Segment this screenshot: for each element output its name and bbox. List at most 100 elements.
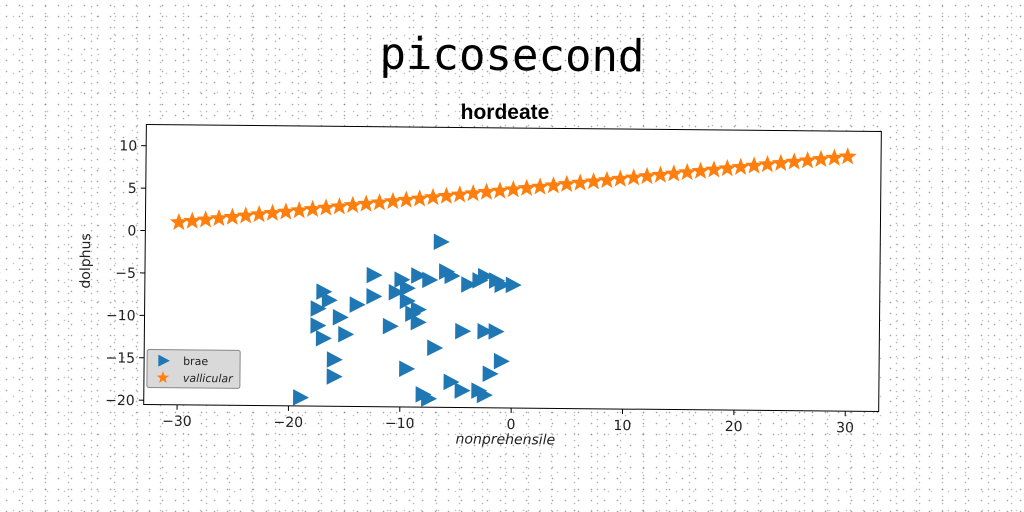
y-tick-label: −15 <box>106 350 136 366</box>
data-point-vallicular <box>584 172 603 190</box>
data-point-brae <box>433 233 450 251</box>
legend: brae vallicular <box>146 349 241 389</box>
data-point-vallicular <box>183 211 202 229</box>
data-point-vallicular <box>557 174 576 193</box>
data-point-brae <box>366 288 383 305</box>
data-point-vallicular <box>825 148 844 166</box>
data-point-vallicular <box>597 170 616 189</box>
data-point-vallicular <box>303 199 322 217</box>
data-point-vallicular <box>798 151 817 169</box>
data-point-vallicular <box>611 169 630 187</box>
legend-label-brae: brae <box>183 355 208 368</box>
data-point-brae <box>476 386 493 404</box>
data-point-brae <box>427 339 444 357</box>
data-point-vallicular <box>169 212 188 231</box>
data-point-vallicular <box>316 198 336 216</box>
data-point-vallicular <box>758 155 777 173</box>
data-point-vallicular <box>263 203 282 221</box>
data-point-brae <box>394 271 411 288</box>
data-point-brae <box>444 267 461 285</box>
data-point-vallicular <box>450 185 469 203</box>
series-vallicular <box>169 147 857 231</box>
data-point-vallicular <box>490 181 509 199</box>
data-point-vallicular <box>290 201 309 219</box>
data-point-vallicular <box>424 187 443 206</box>
data-point-brae <box>326 351 343 368</box>
data-point-vallicular <box>276 202 295 220</box>
data-point-vallicular <box>504 180 523 198</box>
data-point-brae <box>494 276 511 294</box>
chart-title: hordeate <box>461 101 550 124</box>
legend-label-vallicular: vallicular <box>183 372 234 385</box>
y-axis: 10 5 0 −5 −10 −15 −20 <box>105 138 147 409</box>
data-point-vallicular <box>731 157 750 175</box>
data-point-vallicular <box>196 210 215 228</box>
data-point-vallicular <box>209 208 229 227</box>
legend-marker-brae <box>158 354 170 367</box>
data-point-vallicular <box>651 165 670 183</box>
data-point-brae <box>477 323 494 340</box>
data-point-brae <box>443 373 460 391</box>
legend-marker-vallicular <box>156 371 170 383</box>
data-point-brae <box>477 267 494 285</box>
data-point-brae <box>321 291 338 309</box>
x-axis-title: nonprehensile <box>455 431 555 448</box>
data-point-brae <box>505 276 522 294</box>
x-tick-label: −30 <box>162 414 192 430</box>
data-point-vallicular <box>330 197 349 215</box>
y-tick-label: 0 <box>127 223 136 239</box>
data-point-brae <box>388 284 405 301</box>
data-point-brae <box>316 283 333 300</box>
data-point-vallicular <box>343 195 362 214</box>
data-point-brae <box>455 322 472 340</box>
data-point-brae <box>382 317 399 335</box>
x-tick-label: −10 <box>385 416 415 432</box>
data-point-vallicular <box>223 207 242 225</box>
data-point-vallicular <box>397 190 416 208</box>
data-point-brae <box>422 271 439 289</box>
data-point-vallicular <box>624 168 643 186</box>
x-tick-label: 0 <box>506 417 515 433</box>
data-point-brae <box>310 317 327 334</box>
data-point-vallicular <box>531 177 550 195</box>
data-point-brae <box>488 323 505 340</box>
data-point-brae <box>349 296 366 313</box>
y-tick-label: 5 <box>128 181 137 197</box>
data-point-vallicular <box>704 160 723 178</box>
data-point-brae <box>399 360 416 377</box>
data-point-brae <box>461 276 478 293</box>
data-point-vallicular <box>236 206 255 224</box>
x-tick-label: −20 <box>273 415 303 431</box>
data-point-brae <box>421 390 438 407</box>
y-axis-title: dolphus <box>78 233 95 288</box>
data-point-brae <box>292 389 310 406</box>
data-point-brae <box>411 267 428 284</box>
data-point-vallicular <box>678 162 697 181</box>
data-point-vallicular <box>250 204 269 223</box>
data-point-brae <box>338 325 355 343</box>
data-point-vallicular <box>357 194 376 212</box>
data-point-vallicular <box>771 153 790 171</box>
data-point-brae <box>366 266 383 284</box>
data-point-brae <box>399 292 416 310</box>
data-point-brae <box>332 308 349 326</box>
data-point-vallicular <box>785 152 804 170</box>
data-point-vallicular <box>477 182 496 200</box>
data-point-vallicular <box>383 191 402 210</box>
data-point-vallicular <box>718 159 737 177</box>
data-point-brae <box>410 313 427 331</box>
data-point-vallicular <box>410 189 429 207</box>
y-tick-label: −20 <box>105 393 135 409</box>
x-tick-label: 30 <box>836 420 854 436</box>
data-point-vallicular <box>664 164 683 182</box>
legend-box <box>146 349 241 389</box>
data-point-brae <box>405 305 422 322</box>
data-point-vallicular <box>571 173 590 191</box>
data-point-brae <box>482 365 499 383</box>
data-point-vallicular <box>691 161 710 179</box>
y-tick-label: −5 <box>115 266 136 282</box>
x-tick-label: 20 <box>725 419 743 435</box>
y-tick-label: −10 <box>106 308 136 324</box>
data-point-vallicular <box>464 183 483 202</box>
